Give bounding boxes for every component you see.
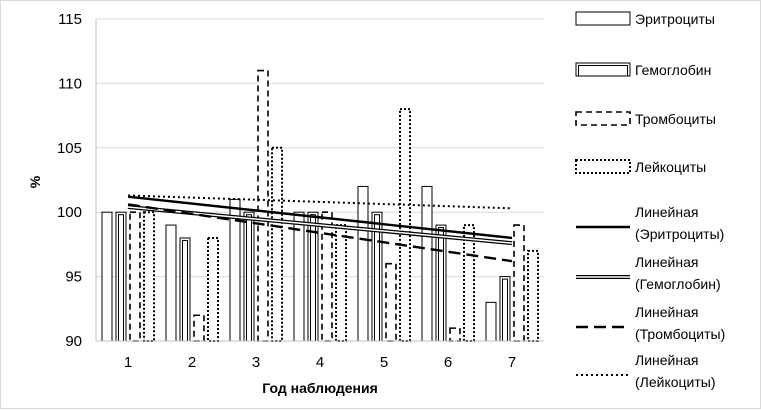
bar [499, 276, 511, 342]
legend-item: Лейкоциты [575, 159, 706, 175]
trendline [127, 203, 513, 263]
legend-label: Эритроциты [635, 11, 715, 27]
legend-label: (Лейкоциты) [635, 374, 716, 390]
bar [243, 211, 255, 342]
legend-item: Гемоглобин [575, 62, 711, 78]
x-tick-label: 1 [124, 354, 132, 371]
legend-swatch [575, 111, 631, 126]
y-tick-label: 110 [58, 75, 82, 92]
bar [449, 327, 461, 342]
legend-label: Тромбоциты [635, 111, 716, 127]
bar-inner [374, 214, 380, 342]
x-tick-label: 3 [252, 354, 260, 371]
x-tick-label: 5 [380, 354, 388, 371]
bar-inner [502, 278, 508, 342]
y-tick-label: 115 [58, 11, 82, 28]
axes: 90 95 100 105 110 115 1 2 3 4 5 6 7 [57, 11, 544, 371]
x-tick-label: 4 [316, 354, 324, 371]
legend-label: (Тромбоциты) [635, 326, 725, 342]
legend-label: Линейная [635, 254, 698, 270]
legend-swatch [575, 62, 631, 77]
bar [293, 211, 305, 342]
x-axis-title: Год наблюдения [262, 380, 378, 396]
bar-inner [438, 227, 444, 342]
bar [193, 314, 205, 342]
y-tick-label: 105 [57, 140, 82, 157]
bar [207, 236, 219, 343]
bar [143, 211, 155, 342]
bar [513, 224, 525, 342]
bars [101, 69, 539, 343]
legend-item: Линейная (Лейкоциты) [576, 352, 716, 390]
legend-label: Линейная [635, 304, 698, 320]
trendline [127, 194, 513, 210]
bar-inner [310, 214, 316, 342]
bar-inner [578, 65, 628, 77]
bar [101, 211, 113, 342]
y-tick-label: 100 [57, 204, 82, 221]
bar [271, 146, 283, 342]
legend: Эритроциты Гемоглобин Тромбоциты Лейкоциты Л… [575, 11, 725, 390]
bar [435, 224, 447, 342]
legend-item: Эритроциты [575, 11, 715, 27]
legend-label: Линейная [635, 204, 698, 220]
bar-inner [182, 239, 188, 342]
bar [399, 108, 411, 342]
legend-item: Линейная (Тромбоциты) [576, 304, 725, 342]
bar [165, 224, 177, 342]
legend-label: (Эритроциты) [635, 226, 724, 242]
gridlines [96, 18, 544, 342]
bar [527, 249, 539, 342]
bar [421, 185, 433, 342]
legend-item: Линейная (Эритроциты) [576, 204, 724, 242]
bar [257, 69, 269, 342]
bar [335, 224, 347, 342]
x-tick-label: 6 [444, 354, 452, 371]
bar [485, 301, 497, 342]
trendlines [127, 194, 513, 263]
legend-label: Гемоглобин [635, 62, 711, 78]
legend-item: Линейная (Гемоглобин) [576, 254, 721, 292]
bar [463, 224, 475, 342]
legend-label: Линейная [635, 352, 698, 368]
y-tick-label: 90 [65, 333, 82, 350]
bar [129, 211, 141, 342]
bar [321, 211, 333, 342]
bar [357, 185, 369, 342]
bar-inner [118, 214, 124, 342]
legend-label: Лейкоциты [635, 159, 706, 175]
legend-swatch [575, 11, 631, 26]
legend-swatch [575, 159, 631, 174]
x-tick-label: 2 [188, 354, 196, 371]
legend-label: (Гемоглобин) [635, 276, 721, 292]
legend-item: Тромбоциты [575, 111, 716, 127]
bar-inner [246, 214, 252, 342]
bar [385, 262, 397, 342]
bar [179, 237, 191, 342]
y-axis-title: % [27, 175, 43, 188]
bar [115, 211, 127, 342]
trendline [127, 195, 513, 240]
y-tick-label: 95 [65, 269, 82, 286]
x-tick-label: 7 [508, 354, 516, 371]
